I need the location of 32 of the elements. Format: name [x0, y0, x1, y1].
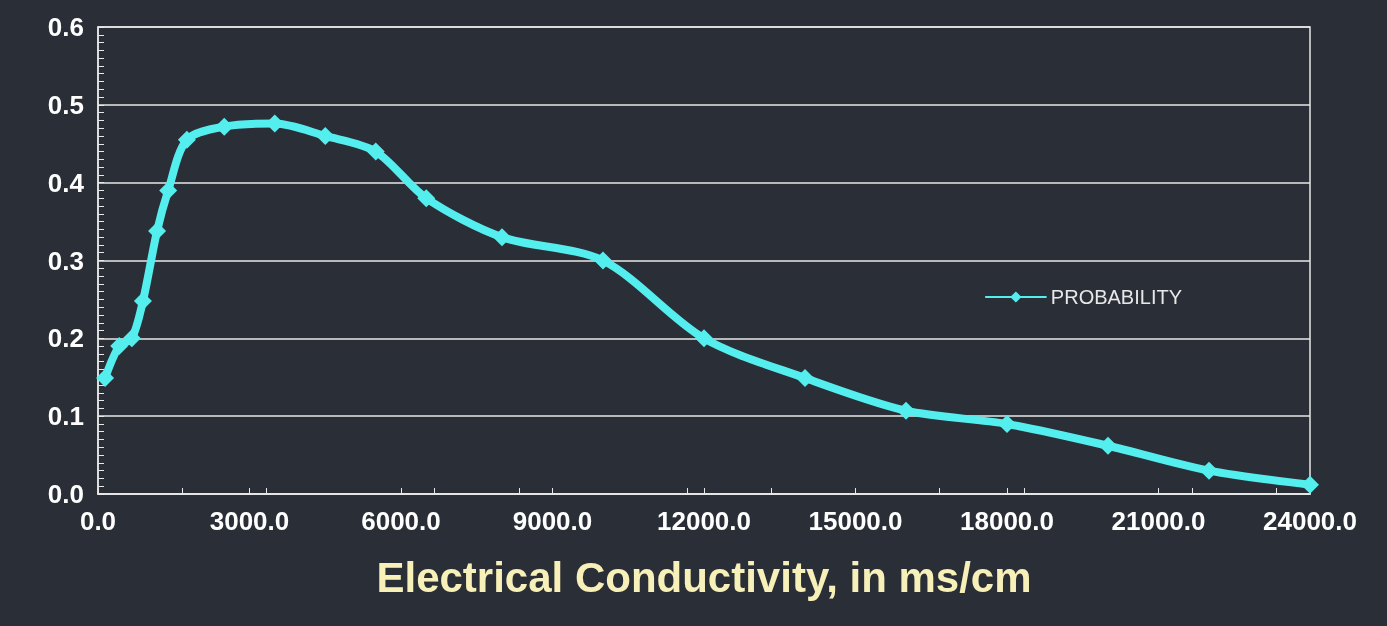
y-tick-label: 0.1: [47, 401, 84, 432]
point: [96, 369, 115, 388]
legend-label: PROBABILITY: [1050, 286, 1182, 308]
point: [177, 130, 196, 149]
x-tick-label: 21000.0: [1111, 506, 1206, 536]
x-tick-label: 3000.0: [209, 506, 290, 536]
point: [366, 142, 385, 161]
x-tick-label: 9000.0: [512, 506, 593, 536]
point: [695, 329, 713, 348]
x-tick-label: 24000.0: [1263, 506, 1357, 536]
x-tick-label: 0.0: [79, 506, 117, 536]
x-tick-label: 12000.0: [657, 506, 751, 536]
x-tick-label: 18000.0: [960, 506, 1054, 536]
point: [110, 337, 129, 356]
y-tick-label: 0.5: [47, 89, 84, 120]
point: [1301, 475, 1319, 494]
point: [493, 228, 511, 247]
y-tick-label: 0.3: [47, 245, 84, 276]
y-tick-label: 0.2: [47, 323, 84, 354]
x-tick-label: 6000.0: [361, 506, 441, 536]
point: [594, 251, 612, 270]
point: [796, 369, 814, 388]
point: [1099, 436, 1117, 455]
point: [122, 329, 141, 348]
x-axis-title: Electrical Conductivity, in ms/cm: [376, 553, 1032, 601]
point: [998, 414, 1016, 433]
x-tick-label: 15000.0: [808, 506, 903, 536]
y-tick-label: 0.4: [47, 167, 85, 198]
y-tick-label: 0.0: [47, 479, 84, 509]
point: [417, 189, 436, 208]
point: [159, 181, 178, 200]
y-tick-label: 0.6: [47, 12, 84, 42]
